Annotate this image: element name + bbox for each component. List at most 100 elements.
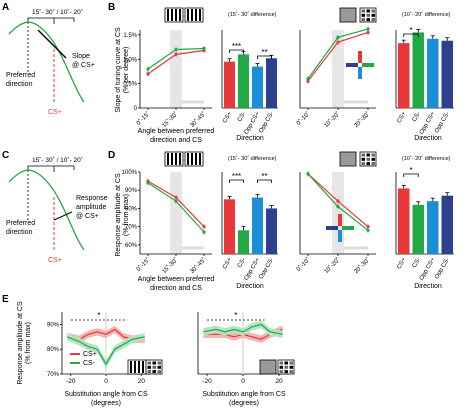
bar-Opp CS+ [427, 201, 439, 254]
pattern-cell [361, 153, 365, 157]
pattern-cell [366, 153, 370, 157]
bar-tick-label: CS+ [396, 111, 407, 125]
bar-tick-label: Opp CS- [434, 257, 451, 280]
x-tick-label: 30˚-45˚ [189, 110, 208, 129]
series-line-CS- [203, 323, 283, 335]
bar-Opp CS- [266, 58, 277, 108]
grating-bar [187, 153, 189, 165]
tuning-curve [8, 169, 85, 251]
difference-note: (10˚- 20˚ difference) [402, 155, 451, 162]
pattern-cell [371, 9, 375, 13]
grating-bar [167, 153, 169, 165]
inset-arm-oppminus [326, 226, 338, 230]
difference-note: (10˚- 20˚ difference) [402, 11, 451, 18]
direction-label: Direction [414, 135, 442, 142]
panel-label-e: E [2, 294, 9, 305]
csplus-label: CS+ [48, 257, 62, 264]
pref-label: Preferred [6, 220, 35, 227]
grating-stimulus-icon [184, 151, 204, 167]
bar-Opp CS- [266, 208, 277, 254]
significance-stars: * [409, 26, 412, 35]
pattern-cell [371, 18, 375, 22]
y-axis-title: Slope of tuning curve at CS [115, 27, 122, 113]
x-tick-label: 0 [241, 378, 245, 385]
y-axis-title: (% from max) [123, 194, 130, 236]
slope-indicator [37, 29, 67, 59]
bar-tick-label: CS+ [222, 111, 233, 125]
bar-CS+ [398, 188, 410, 254]
x-tick-label: 20˚-30˚ [353, 256, 372, 275]
pattern-cell [371, 157, 375, 161]
bar-CS- [412, 32, 424, 108]
bar-tick-label: CS- [237, 257, 247, 269]
tuning-curve [8, 21, 85, 103]
pattern-cell [366, 13, 370, 17]
inset-arm-csminus [362, 63, 374, 67]
y-axis-title: (% from max) [25, 322, 32, 364]
bar-CS- [412, 204, 424, 254]
inset-arm-csplus [358, 51, 362, 63]
confidence-band-CS- [67, 333, 145, 368]
inset-arm-csplus [338, 214, 342, 226]
highlight-band [170, 30, 182, 108]
csplus-label: CS+ [48, 109, 62, 116]
inset-arm-csminus [342, 226, 354, 230]
pattern-cell [147, 370, 151, 374]
inset-arm-opp [358, 67, 362, 79]
grating-bar [171, 9, 173, 21]
y-axis-title: (% per degree) [123, 47, 130, 94]
grating-stimulus-icon [184, 7, 204, 23]
pattern-cell [279, 370, 283, 374]
x-tick-label: 15˚-30˚ [161, 110, 180, 129]
bar-Opp CS+ [252, 197, 263, 254]
pattern-cell [284, 361, 288, 365]
significance-bracket [403, 33, 419, 37]
y-tick-label: 80% [47, 347, 60, 353]
bracket [27, 17, 75, 22]
pattern-cell [371, 13, 375, 17]
pattern-cell [157, 370, 161, 374]
y-tick-label: 70% [125, 225, 138, 231]
pattern-cell [361, 162, 365, 166]
highlight-band [332, 30, 344, 108]
significance-stars: * [409, 166, 412, 175]
x-axis-title: Substitution angle from CS [64, 391, 148, 398]
x-tick-label: 30˚-45˚ [189, 256, 208, 275]
series-line-CS- [67, 336, 145, 366]
bar-tick-label: CS- [237, 111, 247, 123]
panel-label-b: B [108, 2, 115, 13]
resp-label: @ CS+ [76, 213, 99, 220]
grating-bar [191, 153, 193, 165]
pattern-cell [361, 9, 365, 13]
significance-stars: ** [261, 48, 267, 57]
bar-tick-label: CS- [412, 111, 422, 123]
gray-stimulus-icon [259, 359, 277, 375]
direction-label: Direction [236, 283, 264, 290]
significance-stars: *** [232, 42, 241, 51]
bar-CS+ [224, 199, 235, 254]
x-tick-label: 15˚-30˚ [161, 256, 180, 275]
pattern-cell [284, 370, 288, 374]
y-tick-label: 0.5% [123, 82, 137, 88]
significance-stars: *** [232, 172, 241, 181]
bar-CS- [238, 230, 249, 254]
pattern-cell [361, 13, 365, 17]
bar-tick-label: CS- [412, 257, 422, 269]
grating-bar [171, 153, 173, 165]
schematic-header: 15˚- 30˚ / 10˚- 20˚ [32, 8, 83, 16]
grating-bar [179, 153, 181, 165]
bar-tick-label: CS+ [222, 257, 233, 271]
schematic-header: 15˚- 30˚ / 10˚- 20˚ [32, 156, 83, 164]
cs-marker-band [105, 312, 107, 374]
pattern-cell [371, 162, 375, 166]
panel-label-d: D [108, 150, 115, 161]
pattern-cell [147, 365, 151, 369]
bar-CS- [238, 54, 249, 108]
pref-label: direction [6, 81, 33, 88]
x-axis-title: direction and CS [150, 137, 202, 144]
bar-Opp CS+ [427, 38, 439, 108]
x-tick-label: 10˚-20˚ [323, 256, 342, 275]
grating-stimulus-icon [164, 151, 184, 167]
legend-label: CS- [83, 360, 96, 367]
